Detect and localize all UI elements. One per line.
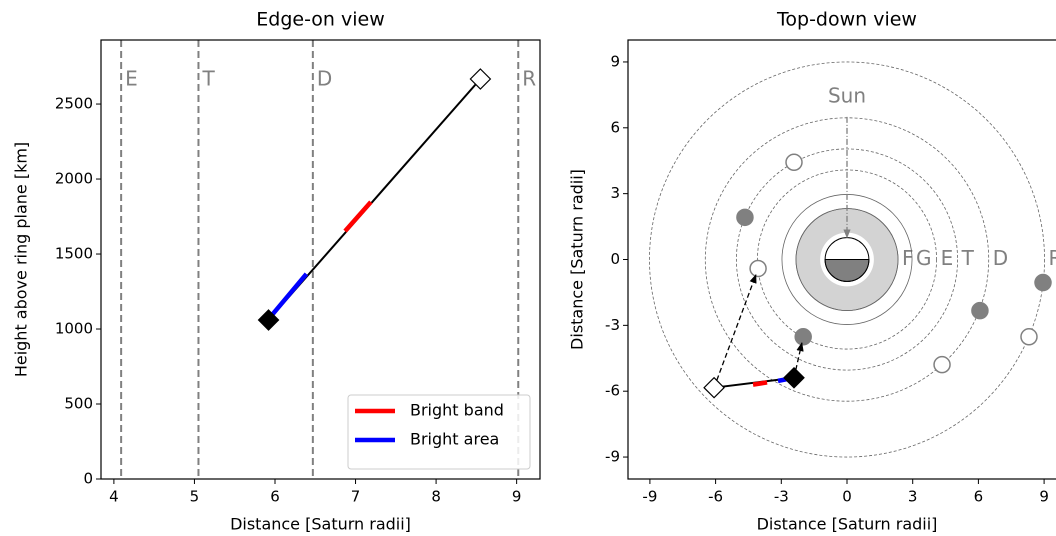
x-tick-label: 6 — [270, 488, 280, 506]
x-tick-label: 5 — [190, 488, 200, 506]
legend-label: Bright band — [410, 401, 504, 420]
highlight-segment — [266, 272, 309, 322]
x-tick-label: 9 — [1039, 488, 1049, 506]
chart-title: Edge-on view — [256, 9, 384, 31]
ring-label: F — [902, 246, 914, 270]
ring-label: E — [125, 67, 138, 91]
orbit — [757, 169, 937, 350]
moon — [1034, 273, 1052, 292]
legend-box — [347, 394, 531, 470]
x-tick-label: 7 — [351, 488, 361, 506]
y-tick-label: -6 — [605, 382, 620, 400]
projection-arrow — [713, 274, 757, 388]
moon — [933, 355, 951, 374]
y-tick-label: 9 — [610, 52, 620, 70]
x-axis-label: Distance [Saturn radii] — [230, 515, 411, 534]
position-marker — [469, 68, 492, 90]
y-tick-label: 3 — [610, 184, 620, 202]
chart-title: Top-down view — [776, 9, 917, 31]
position-marker — [257, 309, 280, 331]
orbit — [736, 148, 958, 371]
projection-arrow — [793, 342, 804, 378]
ring-label: T — [961, 246, 975, 270]
y-tick-label: 2000 — [55, 170, 93, 188]
ring-label: E — [941, 246, 954, 270]
planet-shadow — [824, 259, 870, 282]
y-axis-label: Distance [Saturn radii] — [568, 169, 587, 350]
ring-label: T — [201, 67, 215, 91]
ring-label: R — [1049, 246, 1056, 270]
x-tick-label: 4 — [109, 488, 119, 506]
x-tick-label: 9 — [512, 488, 522, 506]
y-tick-label: 500 — [64, 395, 93, 413]
x-tick-label: -3 — [774, 488, 789, 506]
y-tick-label: 1000 — [55, 320, 93, 338]
position-marker — [783, 366, 805, 389]
y-tick-label: -9 — [605, 448, 620, 466]
axes-frame — [100, 39, 541, 480]
moon — [736, 208, 754, 227]
highlight-segment — [343, 200, 373, 233]
moon — [971, 301, 989, 320]
x-tick-label: 8 — [431, 488, 441, 506]
x-tick-label: 6 — [974, 488, 984, 506]
orbit — [649, 61, 1045, 458]
x-tick-label: 0 — [842, 488, 852, 506]
ring-label: G — [916, 246, 932, 270]
x-tick-label: -9 — [642, 488, 657, 506]
plot-area: F G E T D R Sun — [649, 61, 1056, 458]
y-tick-label: 6 — [610, 118, 620, 136]
y-tick-label: 0 — [610, 250, 620, 268]
axes-frame — [627, 39, 1056, 480]
y-axis-label: Height above ring plane [km] — [12, 142, 31, 377]
legend-label: Bright area — [410, 430, 499, 449]
x-axis-label: Distance [Saturn radii] — [757, 515, 938, 534]
highlight-segment — [752, 380, 768, 387]
sun-label: Sun — [828, 84, 866, 108]
moon — [785, 153, 803, 172]
ring-label: R — [522, 67, 536, 91]
moon — [1020, 328, 1038, 346]
moon — [794, 328, 812, 346]
ring-label: D — [317, 67, 332, 91]
position-marker — [703, 376, 725, 399]
x-tick-label: 3 — [908, 488, 918, 506]
ring-label: D — [993, 246, 1008, 270]
y-tick-label: 0 — [83, 470, 93, 488]
x-tick-label: -6 — [708, 488, 723, 506]
y-tick-label: 2500 — [55, 95, 93, 113]
y-tick-label: 1500 — [55, 245, 93, 263]
moon — [749, 259, 767, 278]
y-tick-label: -3 — [605, 316, 620, 334]
